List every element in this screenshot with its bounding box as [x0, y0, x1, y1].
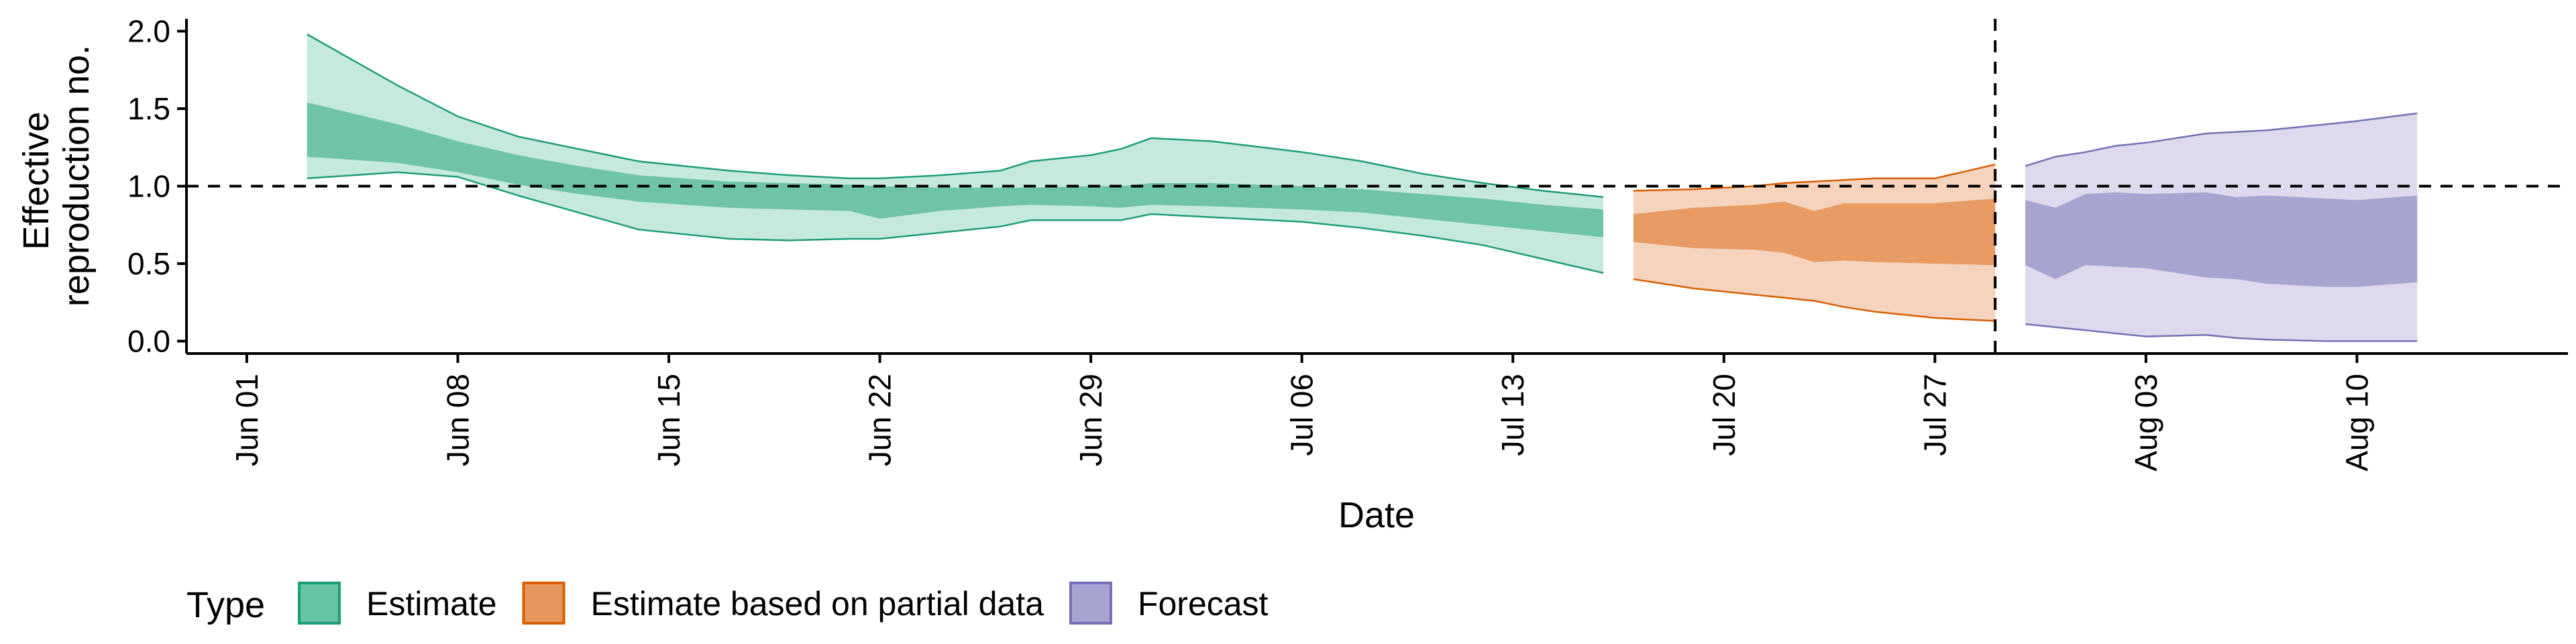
y-ticks: 0.0 0.5 1.0 1.5 2.0 [127, 13, 186, 359]
x-tick-label: Aug 10 [2339, 374, 2374, 472]
plot-area [186, 19, 2568, 354]
legend: Type Estimate Estimate based on partial d… [186, 582, 1269, 625]
x-tick-label: Jul 13 [1495, 374, 1530, 456]
x-tick-label: Jul 06 [1285, 374, 1320, 456]
x-ticks: Jun 01 Jun 08 Jun 15 Jun 22 Jun 29 Jul 06 Jul … [229, 354, 2374, 472]
series-estimate-based-on-partial-data [1633, 163, 1996, 322]
x-axis-title: Date [1338, 495, 1415, 535]
estimate-lower-edge [307, 171, 1604, 274]
estimate-outer-band [307, 34, 1604, 273]
y-tick-label: 0.5 [127, 246, 170, 281]
legend-label: Forecast [1138, 585, 1269, 623]
legend-entry-estimate-based-on-partial-data: Estimate based on partial data [522, 582, 1044, 625]
y-tick-label: 1.0 [127, 169, 170, 204]
legend-swatch [522, 582, 566, 625]
series-estimate [307, 34, 1604, 274]
estimate-based-on-partial-data-upper-edge [1633, 163, 1996, 192]
x-tick-label: Aug 03 [2129, 374, 2163, 472]
y-axis-title-line-2: reproduction no. [56, 45, 97, 307]
legend-title: Type [186, 585, 265, 625]
x-tick-label: Jul 20 [1707, 374, 1741, 456]
legend-label: Estimate [366, 585, 497, 623]
x-tick-label: Jul 27 [1917, 374, 1952, 456]
estimate-inner-band [307, 102, 1604, 237]
y-tick-label: 1.5 [127, 91, 170, 126]
series-forecast [2025, 112, 2418, 342]
axes: 0.0 0.5 1.0 1.5 2.0 Jun 01 Jun 08 Jun 15 Jun 22… [127, 13, 2568, 472]
x-tick-label: Jun 29 [1073, 374, 1108, 466]
forecast-upper-edge [2025, 112, 2418, 167]
legend-swatch [1069, 582, 1112, 625]
legend-entry-estimate: Estimate [298, 582, 497, 625]
y-axis-title-line-1: Effective [16, 111, 56, 250]
legend-entries: Estimate Estimate based on partial data Fo… [298, 582, 1269, 625]
x-tick-label: Jun 01 [229, 374, 264, 466]
legend-entry-forecast: Forecast [1069, 582, 1269, 625]
forecast-inner-band [2025, 192, 2418, 287]
estimate-based-on-partial-data-lower-edge [1633, 278, 1996, 322]
x-tick-label: Jun 08 [440, 374, 475, 466]
x-tick-label: Jun 22 [863, 374, 898, 466]
x-tick-label: Jun 15 [651, 374, 686, 466]
legend-swatch [298, 582, 341, 625]
y-tick-label: 2.0 [127, 13, 170, 48]
forecast-lower-edge [2025, 323, 2418, 342]
legend-label: Estimate based on partial data [591, 585, 1044, 623]
y-tick-label: 0.0 [127, 324, 170, 359]
estimate-upper-edge [307, 34, 1604, 198]
estimate-based-on-partial-data-inner-band [1633, 199, 1996, 266]
y-axis-title: Effective reproduction no. [16, 45, 97, 307]
